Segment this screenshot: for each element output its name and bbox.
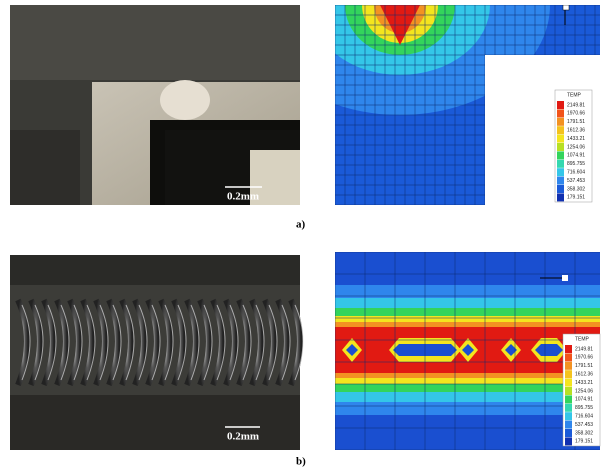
hot-zone [535,344,563,356]
photo-b: 0.2mm [10,255,303,450]
legend-swatch [557,151,564,159]
legend-value: 1254.06 [575,388,593,394]
legend-value: 1970.66 [567,111,585,117]
legend-swatch [565,404,572,412]
simulation-b [335,252,600,450]
legend-value: 1433.21 [567,136,585,142]
legend-swatch [557,135,564,143]
legend-value: 1433.21 [575,380,593,386]
legend-swatch [565,387,572,395]
legend-a: TEMP 2149.81 1970.66 1791.51 1612.36 1433.21 1… [555,90,592,202]
legend-swatch [565,395,572,403]
legend-value: 537.453 [575,422,593,428]
legend-swatch [557,193,564,201]
legend-title: TEMP [575,336,590,342]
legend-swatch [565,421,572,429]
legend-swatch [565,345,572,353]
legend-value: 537.453 [567,178,585,184]
legend-swatch [557,118,564,126]
legend-value: 2149.81 [567,102,585,108]
legend-swatch [565,437,572,445]
legend-swatch [565,362,572,370]
legend-value: 358.302 [575,430,593,436]
legend-value: 895.755 [567,161,585,167]
panel-label: b) [296,456,306,468]
scale-label: 0.2mm [227,431,259,443]
legend-swatch [557,143,564,151]
legend-swatch [565,379,572,387]
legend-value: 716.604 [567,170,585,176]
legend-value: 179.151 [575,439,593,445]
legend-value: 1254.06 [567,144,585,150]
legend-swatch [565,370,572,378]
legend-swatch [557,126,564,134]
legend-b: TEMP 2149.81 1970.66 1791.51 1612.36 1433.21 1… [563,334,600,446]
legend-value: 1612.36 [575,372,593,378]
legend-swatch [557,109,564,117]
panel-label: a) [296,219,306,231]
legend-value: 179.151 [567,195,585,201]
scale-label: 0.2mm [227,191,259,203]
legend-value: 1791.51 [575,363,593,369]
legend-swatch [557,168,564,176]
legend-value: 895.755 [575,405,593,411]
legend-swatch [557,101,564,109]
legend-value: 1612.36 [567,128,585,134]
legend-swatch [565,353,572,361]
legend-value: 716.604 [575,414,593,420]
legend-swatch [565,429,572,437]
figure: 0.2mm TEMP 2149.81 1970.66 1791.51 1612.36 14… [0,0,607,475]
legend-swatch [565,412,572,420]
photo-a: 0.2mm [10,5,300,205]
legend-swatch [557,185,564,193]
legend-swatch [557,177,564,185]
legend-title: TEMP [567,92,582,98]
legend-value: 1970.66 [575,355,593,361]
legend-value: 1074.91 [575,397,593,403]
legend-value: 1791.51 [567,119,585,125]
simulation-a [250,0,600,205]
legend-value: 2149.81 [575,346,593,352]
legend-value: 1074.91 [567,153,585,159]
legend-value: 358.302 [567,186,585,192]
legend-swatch [557,160,564,168]
